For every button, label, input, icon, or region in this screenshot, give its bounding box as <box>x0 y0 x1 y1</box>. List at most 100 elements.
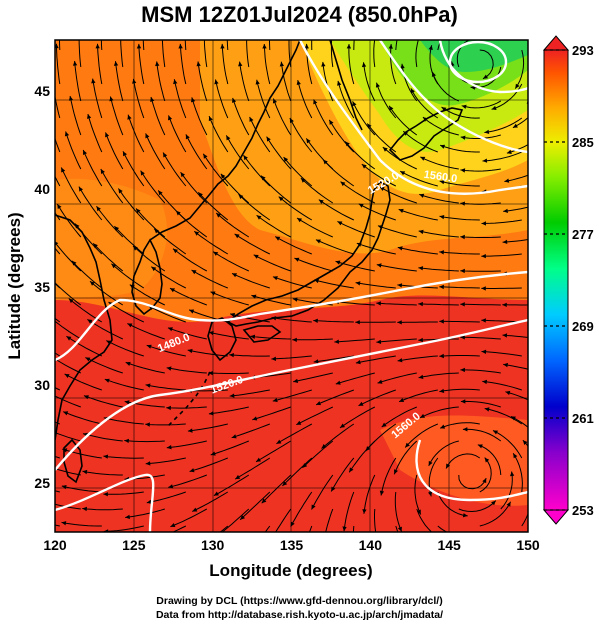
streamline <box>484 408 523 425</box>
streamline <box>460 400 501 408</box>
streamline <box>256 79 271 119</box>
streamline <box>456 40 471 68</box>
streamline <box>103 525 144 532</box>
streamline-arrow <box>513 453 518 459</box>
streamline <box>78 40 82 68</box>
streamline-arrow <box>43 149 47 154</box>
streamline <box>282 457 313 487</box>
streamline <box>187 423 228 432</box>
streamline-arrow <box>127 323 133 328</box>
streamline-arrow <box>154 228 159 234</box>
streamline-arrow <box>66 336 72 341</box>
streamline-arrow <box>418 301 423 307</box>
streamline <box>416 508 433 532</box>
streamline-arrow <box>410 88 415 94</box>
streamline-arrow <box>118 188 123 194</box>
streamline-arrow <box>361 164 367 169</box>
streamline <box>229 354 270 357</box>
streamline <box>503 206 528 212</box>
streamline-arrow <box>340 181 346 187</box>
streamline <box>462 428 502 442</box>
streamline-arrow <box>367 123 372 129</box>
plot-frame <box>54 39 529 533</box>
streamline <box>439 251 480 255</box>
streamline <box>479 457 492 493</box>
coastlines <box>55 40 464 484</box>
streamline <box>280 61 292 102</box>
streamline-arrow <box>196 61 201 67</box>
streamline-arrow <box>318 199 324 204</box>
streamline-arrow <box>355 281 361 286</box>
streamline-arrow <box>439 250 444 255</box>
streamline-arrow <box>382 147 388 152</box>
streamline <box>106 340 144 357</box>
streamline <box>445 453 481 469</box>
streamline-arrow <box>21 514 26 518</box>
streamline-arrow <box>160 27 164 32</box>
streamline-arrow <box>208 116 213 122</box>
streamline <box>115 61 124 102</box>
streamline <box>221 43 229 85</box>
streamline <box>373 40 376 68</box>
streamline <box>173 79 187 119</box>
streamline-arrow <box>114 226 120 231</box>
streamline-arrow <box>419 28 423 33</box>
streamline <box>418 267 459 272</box>
streamline <box>103 491 144 495</box>
streamline <box>215 79 229 119</box>
streamline-arrow <box>293 378 299 383</box>
streamline-arrow <box>481 318 486 323</box>
streamline-arrow <box>213 251 219 256</box>
streamline-arrow <box>170 523 176 527</box>
colorbar-top-arrow <box>542 35 570 51</box>
streamline-arrow <box>441 107 447 112</box>
streamline-arrow <box>47 113 51 118</box>
streamline-arrow <box>337 80 342 86</box>
streamline-arrow <box>136 208 141 214</box>
streamline-arrow <box>483 74 488 79</box>
streamline <box>380 457 397 496</box>
streamline-arrow <box>100 10 104 15</box>
streamline-arrow <box>418 337 423 343</box>
streamline <box>340 181 376 204</box>
streamline <box>111 263 145 289</box>
streamline-arrow <box>439 180 445 185</box>
streamline-arrow <box>187 348 193 354</box>
streamline-arrow <box>61 485 67 490</box>
streamline <box>251 294 291 306</box>
coastline-sakhalin <box>329 40 363 131</box>
streamline-arrow <box>256 457 261 462</box>
streamline <box>168 474 207 488</box>
streamline <box>114 225 145 255</box>
streamline-arrow <box>460 302 465 307</box>
streamline-arrow <box>163 152 168 158</box>
streamline-arrow <box>155 61 160 67</box>
coastline-hokkaido <box>388 107 464 161</box>
streamline-arrow <box>64 374 70 378</box>
streamline <box>243 154 271 187</box>
streamline <box>337 80 355 119</box>
streamline-arrow <box>313 359 319 364</box>
streamline-arrow <box>505 390 511 396</box>
streamline-arrow <box>419 193 425 198</box>
streamline-arrow <box>103 454 109 459</box>
streamline <box>166 367 207 374</box>
streamline-arrow <box>132 78 137 84</box>
streamline-arrow <box>246 554 250 559</box>
streamline <box>82 433 123 442</box>
streamline-arrow <box>460 234 465 240</box>
streamline-arrow <box>481 349 487 354</box>
streamline <box>460 303 501 306</box>
streamline <box>381 406 417 428</box>
streamline-arrow <box>29 295 34 300</box>
streamline <box>171 525 187 532</box>
streamline <box>140 170 166 204</box>
streamline <box>374 508 377 532</box>
streamline <box>460 168 501 172</box>
streamline <box>377 372 417 384</box>
streamline <box>352 101 376 136</box>
streamline <box>253 254 291 272</box>
streamline <box>363 474 376 514</box>
colorbar-label: 285 <box>572 135 594 150</box>
streamline <box>60 167 82 204</box>
